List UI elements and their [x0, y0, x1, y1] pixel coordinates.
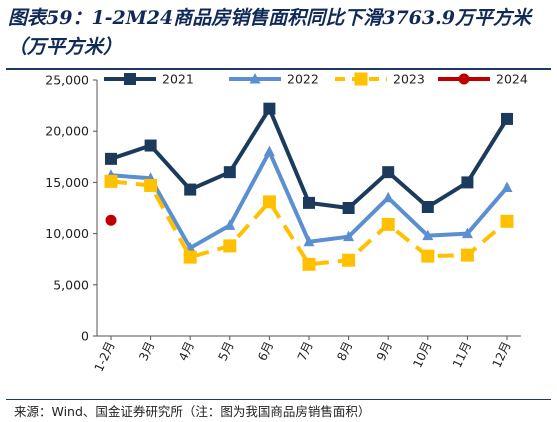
data-point-2022: [303, 235, 315, 247]
data-point-2022: [263, 145, 275, 157]
data-point-2022: [422, 229, 434, 241]
x-tick-label: 4月: [176, 339, 197, 363]
data-point-2022: [461, 227, 473, 239]
data-point-2022: [224, 219, 236, 230]
plot-area: [104, 102, 514, 271]
data-point-2023: [381, 217, 395, 231]
x-tick-label: 9月: [374, 339, 395, 363]
chart-legend: 2021 2022 2023 2024: [104, 72, 528, 87]
series-line-2021: [110, 106, 509, 210]
x-tick-label: 3月: [136, 339, 157, 363]
data-point-2023: [183, 250, 197, 264]
data-point-2021: [303, 196, 315, 209]
data-point-2021: [421, 200, 434, 213]
data-point-2021: [461, 176, 474, 189]
x-tick-label: 8月: [334, 339, 355, 363]
title-divider: [6, 68, 551, 70]
y-tick-label: 10,000: [45, 226, 89, 241]
legend-marker: [354, 72, 368, 86]
chart-title: 图表59：1-2M24商品房销售面积同比下滑3763.9万平方米（万平方米）: [8, 7, 531, 58]
y-tick-label: 5,000: [53, 277, 89, 292]
legend-label: 2024: [496, 72, 528, 87]
data-point-2023: [460, 248, 474, 262]
legend-marker: [124, 73, 136, 85]
legend-label: 2022: [287, 72, 319, 87]
data-point-2024: [105, 214, 117, 226]
data-point-2023: [500, 214, 514, 228]
legend-label: 2023: [393, 72, 425, 87]
data-point-2023: [223, 239, 237, 253]
data-point-2022: [343, 230, 355, 242]
legend-marker: [458, 73, 470, 85]
y-tick-label: 15,000: [45, 175, 89, 190]
series-line-2023: [110, 179, 509, 267]
x-tick-label: 5月: [216, 339, 237, 363]
data-point-2021: [501, 112, 513, 125]
data-point-2021: [382, 166, 395, 179]
source-note: 来源：Wind、国金证券研究所（注：图为我国商品房销售面积）: [14, 404, 371, 419]
data-point-2021: [144, 139, 157, 152]
y-tick-label: 0: [81, 329, 89, 344]
data-point-2023: [302, 257, 316, 271]
legend-item-2023: 2023: [335, 72, 425, 87]
data-point-2021: [223, 166, 236, 179]
data-point-2023: [104, 174, 118, 188]
data-point-2023: [421, 249, 435, 263]
data-point-2021: [342, 202, 355, 214]
legend-marker: [249, 73, 261, 84]
legend-item-2021: 2021: [104, 72, 194, 87]
data-point-2022: [382, 191, 394, 203]
data-point-2021: [184, 183, 197, 196]
data-point-2023: [144, 178, 158, 192]
data-point-2021: [105, 152, 117, 165]
data-point-2023: [342, 253, 356, 267]
y-tick-label: 20,000: [45, 124, 89, 139]
x-tick-label: 10月: [410, 339, 434, 370]
x-tick-label: 12月: [490, 339, 514, 370]
source-divider: [6, 399, 551, 400]
legend-item-2024: 2024: [438, 72, 528, 87]
chart-axes: 0 5,000 10,000 15,000 20,000 25,000 1-2月 3月 4月 5月…: [45, 73, 521, 374]
x-tick-label: 11月: [450, 339, 474, 370]
x-tick-label: 7月: [295, 339, 316, 363]
data-point-2021: [263, 102, 276, 115]
line-chart: 0 5,000 10,000 15,000 20,000 25,000 1-2月 3月 4月 5月…: [45, 72, 528, 374]
legend-label: 2021: [162, 72, 194, 87]
x-tick-label: 6月: [255, 339, 276, 363]
data-point-2022: [501, 181, 513, 193]
legend-item-2022: 2022: [229, 72, 319, 87]
data-point-2023: [262, 195, 276, 209]
x-tick-label: 1-2月: [92, 339, 118, 374]
y-tick-label: 25,000: [45, 73, 89, 88]
